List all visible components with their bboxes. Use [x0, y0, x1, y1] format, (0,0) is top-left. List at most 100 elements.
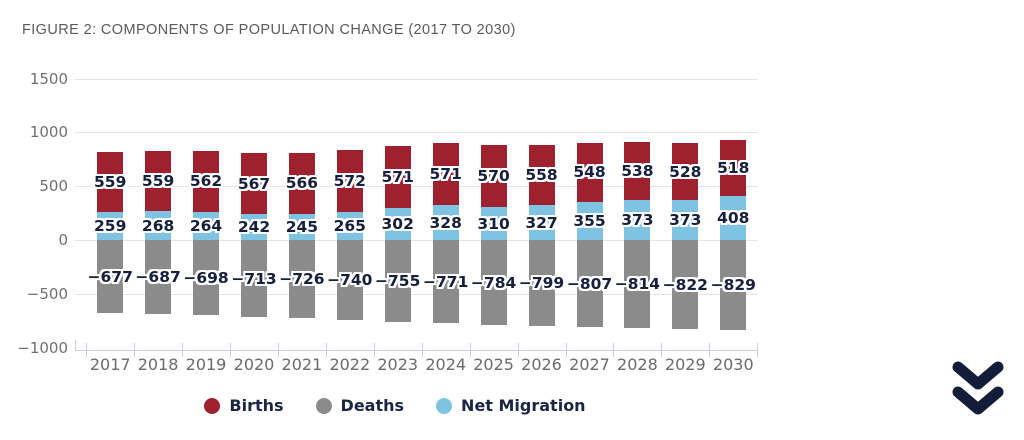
bar-value-label: 559 [94, 173, 127, 192]
bar-segment-births [480, 145, 507, 207]
x-axis-category-label: 2020 [233, 355, 275, 374]
x-axis-tick [613, 343, 615, 357]
x-axis-category-label: 2025 [473, 355, 514, 374]
x-axis-tick [86, 343, 88, 357]
gridline-y-1000 [75, 132, 758, 134]
bar-segment-net-migration [193, 211, 219, 241]
bar-value-label: −713 [231, 269, 277, 288]
bar-value-label: 245 [285, 218, 319, 236]
x-axis-tick [469, 343, 471, 357]
bar-segment-deaths [97, 240, 124, 314]
bar-segment-births [624, 142, 651, 200]
bar-segment-births [672, 143, 699, 200]
bar-value-label: −784 [470, 273, 517, 292]
x-axis-tick [134, 343, 136, 357]
bar-value-label: 328 [429, 213, 462, 232]
bar-value-label: −677 [87, 267, 133, 286]
bar-value-label: 259 [94, 217, 127, 236]
x-axis-category-label: 2023 [377, 355, 419, 374]
y-axis-tick-label: 500 [39, 177, 68, 196]
bar-value-label: −814 [614, 275, 661, 294]
bar-segment-deaths [624, 240, 651, 328]
bar-value-label: 355 [573, 212, 606, 231]
x-axis-tick [277, 343, 279, 357]
bar-value-label: 373 [621, 211, 654, 230]
bar-segment-deaths [528, 240, 555, 327]
bar-segment-net-migration [672, 200, 699, 241]
bar-segment-births [720, 140, 747, 197]
x-axis-category-label: 2028 [617, 355, 658, 374]
bar-segment-deaths [145, 240, 172, 315]
bar-value-label: 373 [669, 211, 702, 230]
bar-value-label: 571 [381, 167, 414, 186]
bar-value-label: 558 [525, 165, 558, 184]
legend-item-net-migration[interactable]: Net Migration [436, 396, 586, 415]
legend-label: Deaths [340, 396, 405, 415]
bar-segment-net-migration [480, 206, 507, 241]
bar-segment-net-migration [97, 212, 124, 241]
bar-value-label: −822 [662, 275, 708, 294]
bar-segment-net-migration [145, 211, 172, 241]
bar-segment-net-migration [432, 204, 459, 241]
bar-segment-net-migration [288, 213, 315, 241]
bar-segment-net-migration [336, 211, 363, 241]
bar-value-label: −799 [518, 274, 565, 293]
x-axis-tick [565, 343, 567, 357]
bar-segment-births [384, 146, 411, 208]
bar-segment-deaths [576, 240, 603, 328]
bar-value-label: −740 [327, 271, 373, 290]
bar-value-label: 566 [285, 174, 319, 193]
scroll-down-icon[interactable] [949, 358, 1007, 418]
bar-segment-deaths [720, 240, 747, 330]
x-axis-tick [373, 343, 375, 357]
x-axis-category-label: 2022 [329, 355, 371, 374]
legend-item-deaths[interactable]: Deaths [315, 396, 405, 415]
x-axis-category-label: 2029 [664, 355, 706, 374]
gridline-y-0 [75, 240, 758, 242]
bar-segment-births [97, 152, 124, 213]
bar-value-label: 570 [477, 167, 510, 186]
bar-segment-births [528, 144, 555, 205]
x-axis-category-label: 2024 [425, 355, 467, 374]
x-axis-category-label: 2030 [712, 355, 754, 374]
bar-segment-births [193, 151, 219, 212]
bar-segment-deaths [672, 240, 699, 329]
bar-segment-net-migration [720, 196, 747, 241]
bar-value-label: −771 [423, 272, 469, 291]
legend-item-births[interactable]: Births [204, 396, 284, 415]
x-axis-category-label: 2021 [281, 355, 323, 374]
x-axis-tick [517, 343, 519, 357]
bar-value-label: 562 [189, 172, 223, 191]
gridline-y-500 [75, 186, 758, 188]
bar-value-label: 265 [333, 216, 366, 235]
x-axis-tick [421, 343, 423, 357]
y-axis-tick-label: 0 [58, 231, 68, 250]
x-axis-tick [661, 343, 663, 357]
y-axis-tick-label: −500 [26, 285, 68, 304]
bar-value-label: 408 [717, 209, 750, 228]
bar-value-label: 327 [525, 213, 558, 232]
y-axis-tick-label: −1000 [17, 339, 68, 357]
x-axis-line [75, 350, 758, 351]
gridline-y--500 [75, 294, 758, 296]
bar-value-label: 567 [237, 174, 271, 193]
bar-segment-births [241, 153, 267, 215]
figure-title: FIGURE 2: COMPONENTS OF POPULATION CHANG… [22, 22, 516, 38]
x-axis-category-label: 2026 [521, 355, 562, 374]
bar-segment-net-migration [384, 207, 411, 241]
x-axis-tick [709, 343, 711, 357]
legend-label: Births [229, 396, 284, 415]
bar-segment-births [336, 150, 363, 212]
x-axis-category-label: 2018 [137, 355, 179, 374]
bar-segment-deaths [288, 240, 315, 319]
bar-value-label: 268 [141, 216, 175, 235]
bar-segment-net-migration [576, 201, 603, 241]
bar-segment-births [145, 151, 172, 212]
x-axis-tick [757, 343, 759, 357]
bar-value-label: −829 [710, 275, 756, 294]
x-axis-tick [230, 343, 231, 357]
bar-value-label: 518 [717, 159, 750, 178]
bar-value-label: 538 [621, 162, 654, 180]
bar-value-label: −726 [279, 270, 325, 289]
x-axis-category-label: 2017 [89, 355, 131, 374]
